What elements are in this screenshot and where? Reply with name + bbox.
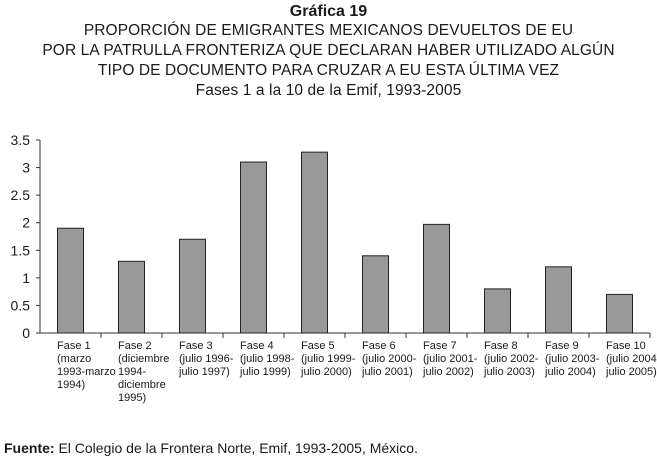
y-tick-label: 2 (22, 215, 30, 231)
bar (484, 288, 511, 334)
x-tick-label-line: Fase 5 (301, 340, 335, 352)
x-tick-label: Fase 5 (julio 1999-julio 2000) (300, 340, 356, 378)
x-tick-label-line: 1994- (118, 366, 146, 378)
x-tick-label-line: (julio 1999- (301, 353, 356, 365)
x-tick-label-line: (marzo (57, 353, 91, 365)
x-tick-label-line: Fase 6 (362, 340, 396, 352)
x-tick-label: Fase 2 (diciembre 1994-diciembre 1995) (118, 340, 169, 404)
x-tick-label-line: 1995) (118, 392, 146, 404)
x-tick-label-line: julio 2001) (361, 366, 413, 378)
x-tick-label-line: Fase 4 (240, 340, 274, 352)
x-tick-label-line: (julio 2003- (545, 353, 600, 365)
chart-subtitle: Fases 1 a la 10 de la Emif, 1993-2005 (195, 82, 462, 99)
x-tick-label-line: (julio 2004- (606, 353, 657, 365)
bar (118, 260, 145, 334)
bar (240, 161, 267, 334)
x-tick-label-line: Fase 7 (423, 340, 457, 352)
x-tick-label-line: Fase 8 (484, 340, 518, 352)
x-tick-label-line: julio 1997) (178, 366, 230, 378)
chart-title-line-2: POR LA PATRULLA FRONTERIZA QUE DECLARAN … (42, 42, 615, 59)
x-tick-label-line: (julio 2000- (362, 353, 417, 365)
source-note: Fuente: El Colegio de la Frontera Norte,… (4, 440, 418, 456)
y-tick-label: 3.5 (11, 132, 31, 148)
x-tick-label-line: Fase 3 (179, 340, 213, 352)
chart-number: Gráfica 19 (289, 3, 368, 20)
x-tick-label-line: julio 2003) (483, 366, 535, 378)
bar (606, 293, 633, 334)
x-tick-label: Fase 1 (marzo 1993-marzo 1994) (57, 340, 116, 391)
x-tick-label-line: Fase 10 (606, 340, 646, 352)
x-tick-label: Fase 7 (julio 2001-julio 2002) (422, 340, 478, 378)
y-tick-label: 2.5 (11, 187, 31, 203)
x-tick-label-line: Fase 2 (118, 340, 152, 352)
x-tick-label-line: diciembre (118, 379, 166, 391)
x-tick-label: Fase 8 (julio 2002-julio 2003) (483, 340, 539, 378)
bar (545, 266, 572, 334)
x-tick-label-line: (julio 1996- (179, 353, 234, 365)
y-tick-label: 0.5 (11, 297, 31, 313)
source-text: El Colegio de la Frontera Norte, Emif, 1… (54, 440, 418, 456)
x-tick-label-line: julio 2000) (300, 366, 352, 378)
x-tick-label-line: Fase 1 (57, 340, 91, 352)
bar (57, 227, 84, 334)
bar (179, 238, 206, 334)
bar (301, 151, 328, 334)
chart-title-line-3: TIPO DE DOCUMENTO PARA CRUZAR A EU ESTA … (97, 62, 560, 79)
x-tick-label: Fase 4 (julio 1998-julio 1999) (239, 340, 295, 378)
x-tick-label: Fase 6 (julio 2000-julio 2001) (361, 340, 417, 378)
chart-title-line-1: PROPORCIÓN DE EMIGRANTES MEXICANOS DEVUE… (83, 22, 574, 39)
x-tick-label-line: 1993-marzo (57, 366, 116, 378)
bar (423, 223, 450, 334)
x-tick-label: Fase 10 (julio 2004-julio 2005) (605, 340, 657, 378)
x-tick-label-line: (julio 1998- (240, 353, 295, 365)
source-label: Fuente: (4, 440, 55, 456)
x-tick-label-line: (julio 2002- (484, 353, 539, 365)
x-tick-label-line: julio 2005) (605, 366, 657, 378)
y-tick-label: 0 (22, 325, 30, 341)
x-tick-label-line: julio 2002) (422, 366, 474, 378)
y-tick-label: 1.5 (11, 242, 31, 258)
x-tick-label-line: (julio 2001- (423, 353, 478, 365)
x-tick-label: Fase 3 (julio 1996-julio 1997) (178, 340, 234, 378)
x-tick-label: Fase 9 (julio 2003-julio 2004) (544, 340, 600, 378)
x-tick-label-line: julio 2004) (544, 366, 596, 378)
y-tick-label: 3 (22, 160, 30, 176)
x-tick-label-line: julio 1999) (239, 366, 291, 378)
x-tick-label-line: 1994) (57, 379, 85, 391)
x-tick-label-line: (diciembre (118, 353, 169, 365)
x-tick-label-line: Fase 9 (545, 340, 579, 352)
y-tick-label: 1 (22, 270, 30, 286)
bar (362, 255, 389, 334)
